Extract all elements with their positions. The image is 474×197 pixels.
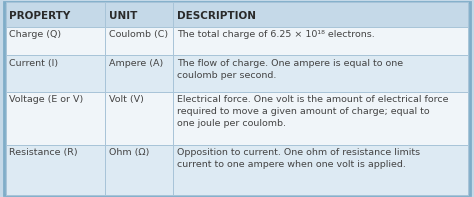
Text: Charge (Q): Charge (Q) <box>9 30 62 39</box>
Text: DESCRIPTION: DESCRIPTION <box>177 11 256 21</box>
Text: The flow of charge. One ampere is equal to one
coulomb per second.: The flow of charge. One ampere is equal … <box>177 59 403 80</box>
Text: PROPERTY: PROPERTY <box>9 11 71 21</box>
Text: Opposition to current. One ohm of resistance limits
current to one ampere when o: Opposition to current. One ohm of resist… <box>177 148 420 169</box>
Bar <box>173 2 468 29</box>
Bar <box>6 92 105 145</box>
Text: Coulomb (C): Coulomb (C) <box>109 30 168 39</box>
Bar <box>105 55 173 92</box>
Bar <box>6 27 105 55</box>
Bar <box>6 145 105 195</box>
Text: Ampere (A): Ampere (A) <box>109 59 163 68</box>
Text: Voltage (E or V): Voltage (E or V) <box>9 95 84 104</box>
Bar <box>105 92 173 145</box>
Text: Volt (V): Volt (V) <box>109 95 144 104</box>
Text: Resistance (R): Resistance (R) <box>9 148 78 157</box>
Bar <box>173 55 468 92</box>
Bar <box>173 92 468 145</box>
Bar <box>6 55 105 92</box>
Text: Electrical force. One volt is the amount of electrical force
required to move a : Electrical force. One volt is the amount… <box>177 95 448 128</box>
Bar <box>173 145 468 195</box>
Text: UNIT: UNIT <box>109 11 137 21</box>
Text: Current (I): Current (I) <box>9 59 59 68</box>
Bar <box>6 2 105 29</box>
Text: Ohm (Ω): Ohm (Ω) <box>109 148 149 157</box>
Bar <box>105 27 173 55</box>
Text: The total charge of 6.25 × 10¹⁸ electrons.: The total charge of 6.25 × 10¹⁸ electron… <box>177 30 374 39</box>
Bar <box>105 145 173 195</box>
Bar <box>105 2 173 29</box>
Bar <box>173 27 468 55</box>
